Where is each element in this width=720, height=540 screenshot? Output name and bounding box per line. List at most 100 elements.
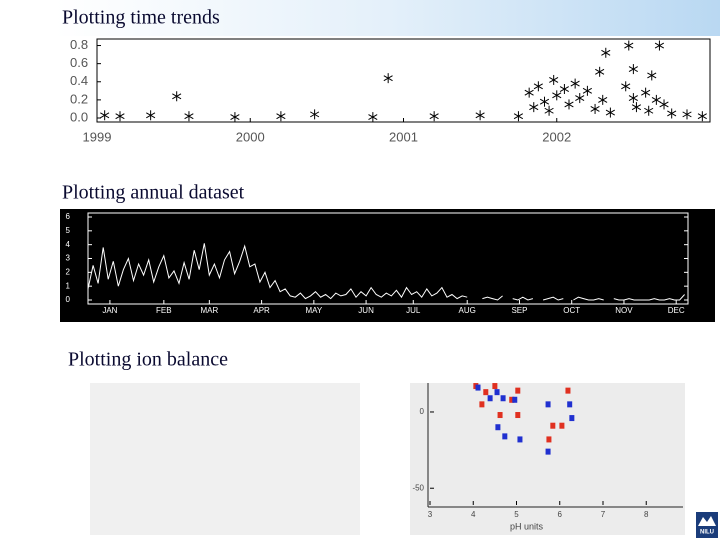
point <box>524 87 534 98</box>
point <box>545 448 551 455</box>
x-tick-label: MAR <box>200 306 218 315</box>
point-stroke <box>570 80 580 87</box>
point <box>654 40 665 51</box>
point <box>659 99 669 110</box>
point <box>667 108 677 119</box>
point-stroke <box>172 93 182 100</box>
point-stroke <box>100 112 110 119</box>
data-line <box>87 243 685 301</box>
point <box>497 412 503 419</box>
point <box>595 66 605 77</box>
point <box>483 389 489 396</box>
point-stroke <box>383 75 393 82</box>
point-stroke <box>184 113 194 120</box>
point <box>509 396 515 403</box>
point-stroke <box>559 86 570 92</box>
point-stroke <box>564 101 574 108</box>
point-stroke <box>115 113 125 120</box>
y-tick-label: 0.0 <box>70 109 88 124</box>
point <box>564 99 574 110</box>
x-tick-label: 5 <box>514 510 519 519</box>
point-stroke <box>533 83 543 90</box>
x-tick-label: JUN <box>358 306 374 315</box>
x-tick-label: APR <box>253 306 270 315</box>
point <box>567 401 573 408</box>
y-tick-label: 2 <box>66 267 71 276</box>
point-stroke <box>641 89 651 96</box>
point <box>383 73 393 84</box>
point-stroke <box>230 114 240 121</box>
y-tick-label: 0.4 <box>70 73 88 88</box>
point <box>515 412 521 419</box>
point <box>184 111 194 122</box>
point-stroke <box>654 42 665 49</box>
blank-panel <box>90 383 360 535</box>
point <box>559 422 565 429</box>
point-stroke <box>544 107 554 114</box>
plot-panel <box>410 383 685 535</box>
point <box>368 112 378 123</box>
chart-title: Plotting annual dataset <box>62 182 245 204</box>
x-tick-label: 2002 <box>542 129 571 144</box>
point <box>515 387 521 394</box>
point <box>565 387 571 394</box>
x-tick-label: 6 <box>558 510 563 519</box>
point <box>495 424 501 431</box>
y-tick-label: 0.2 <box>70 91 88 106</box>
point <box>429 111 439 122</box>
point <box>697 111 707 122</box>
point <box>276 111 286 122</box>
point <box>575 93 585 104</box>
point <box>651 94 661 105</box>
point <box>549 74 559 85</box>
point-stroke <box>605 109 615 116</box>
point-stroke <box>529 104 539 111</box>
point-stroke <box>552 92 562 99</box>
point <box>494 389 500 396</box>
point-stroke <box>647 72 657 79</box>
x-tick-label: MAY <box>305 306 322 315</box>
point <box>552 90 562 101</box>
x-tick-label: 2000 <box>236 129 265 144</box>
chart-title: Plotting time trends <box>62 7 220 29</box>
point <box>492 383 498 390</box>
point-stroke <box>539 98 550 105</box>
y-tick-label: 0.8 <box>70 37 88 52</box>
y-tick-label: 4 <box>66 240 71 249</box>
point-stroke <box>682 111 692 118</box>
point-stroke <box>524 89 534 96</box>
point-stroke <box>621 83 631 90</box>
point-stroke <box>575 95 585 102</box>
x-axis-label: pH units <box>510 521 544 531</box>
point-stroke <box>644 107 654 114</box>
point-stroke <box>667 110 677 117</box>
point <box>513 111 524 122</box>
x-tick-label: JUL <box>406 306 421 315</box>
point <box>631 102 642 113</box>
point-stroke <box>697 113 707 120</box>
point <box>559 84 570 95</box>
point <box>544 105 554 116</box>
point <box>479 401 485 408</box>
plot-frame <box>96 38 711 123</box>
y-tick-label: -50 <box>412 483 424 492</box>
point-stroke <box>628 66 638 73</box>
point <box>529 102 539 113</box>
point-stroke <box>631 104 642 111</box>
point <box>512 396 518 403</box>
point <box>628 93 638 104</box>
point <box>545 401 551 408</box>
x-tick-label: SEP <box>511 306 527 315</box>
point-stroke <box>310 111 320 118</box>
point-stroke <box>624 42 634 49</box>
point <box>598 94 608 105</box>
y-tick-label: 1 <box>66 281 71 290</box>
point-stroke <box>595 68 605 75</box>
logo-text: NILU <box>700 530 714 536</box>
point <box>641 87 651 98</box>
y-tick-label: 0 <box>66 295 71 304</box>
x-tick-label: 1999 <box>83 129 112 144</box>
point <box>517 436 523 443</box>
point-stroke <box>582 87 592 94</box>
x-tick-label: 3 <box>428 510 433 519</box>
